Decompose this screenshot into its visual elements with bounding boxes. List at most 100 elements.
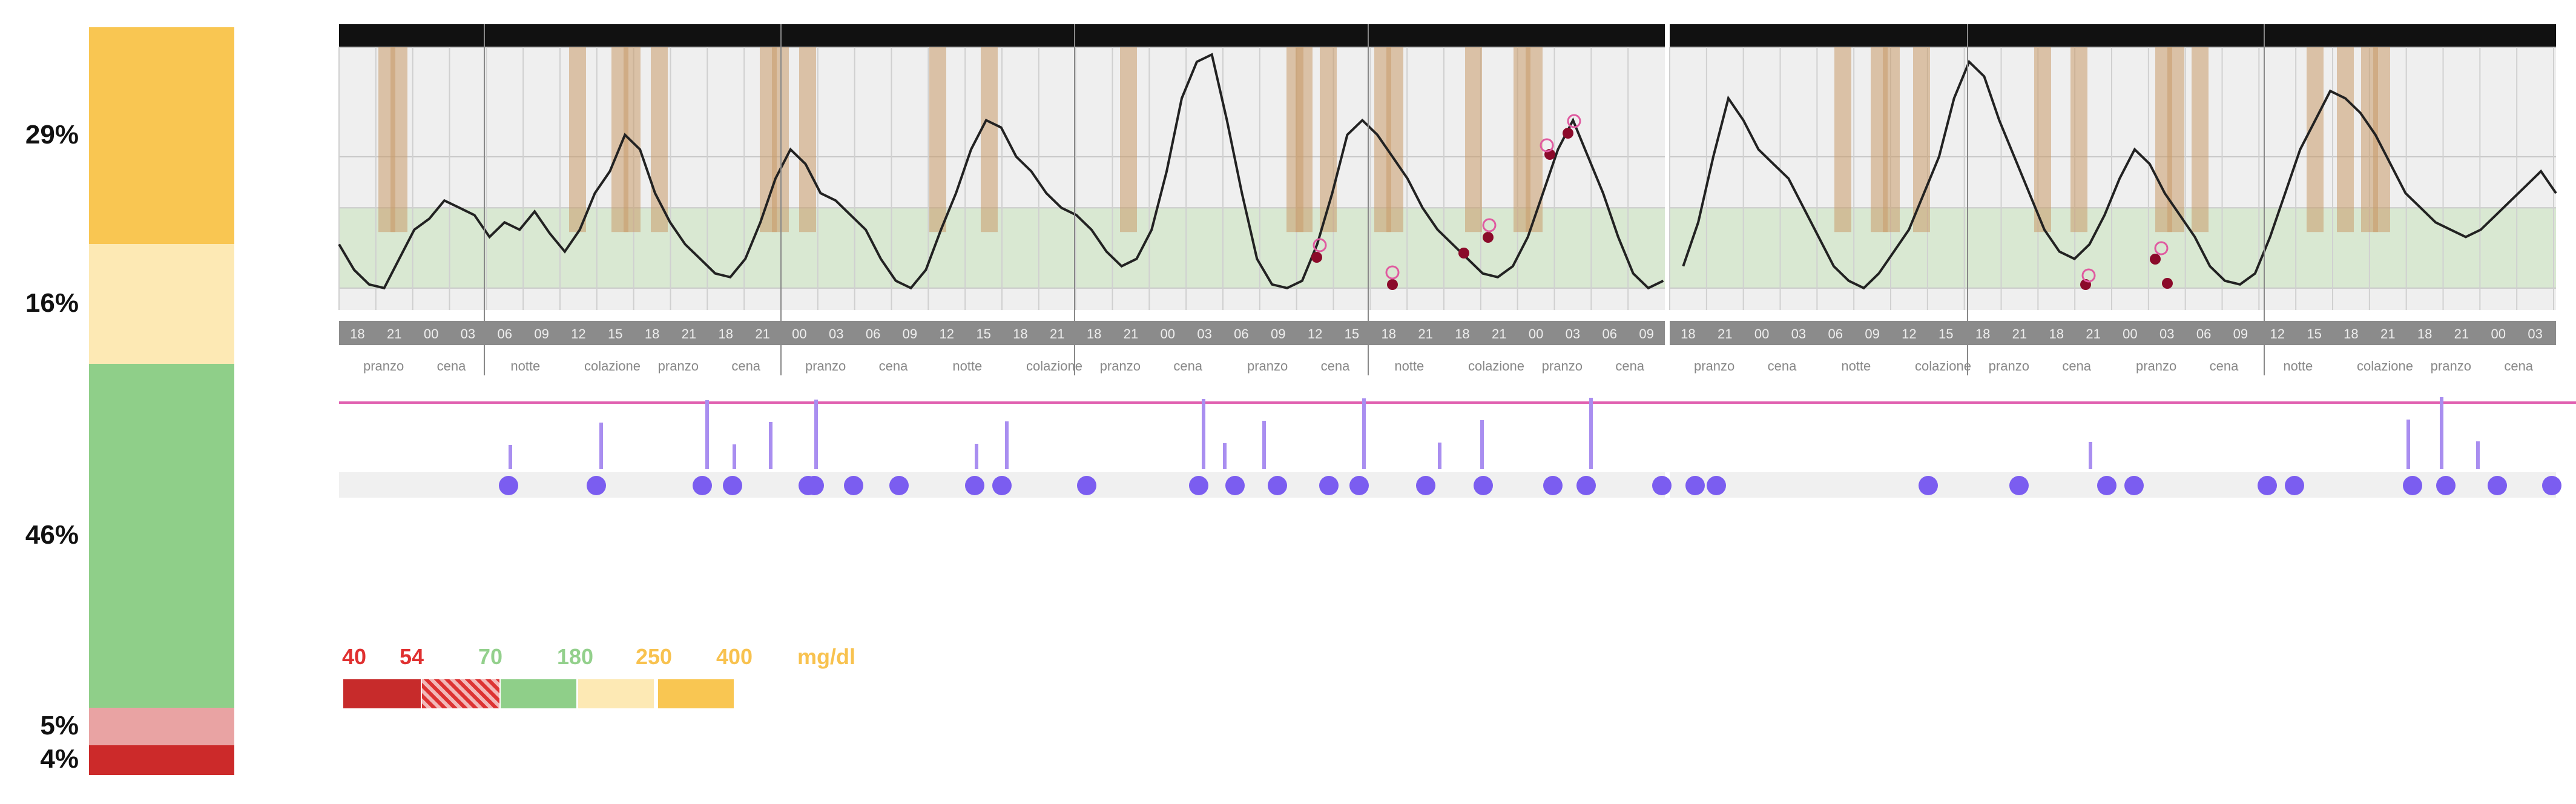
dose-drop-icon — [2488, 476, 2507, 495]
meal-label: colazione — [1026, 358, 1082, 374]
hour-tick-label: 06 — [498, 326, 512, 341]
hour-tick-label: 15 — [1939, 326, 1953, 341]
hour-tick-label: 06 — [1234, 326, 1248, 341]
bolus-bar — [1362, 398, 1366, 469]
meal-marker-column — [929, 47, 946, 232]
hour-tick-label: 09 — [1639, 326, 1653, 341]
glucose-series-line — [1682, 59, 2557, 290]
meal-marker-column — [1883, 47, 1900, 232]
hour-tick-label: 12 — [571, 326, 585, 341]
hour-tick-label: 18 — [1087, 326, 1101, 341]
dose-drop-icon — [2542, 476, 2561, 495]
hour-tick-label: 00 — [1754, 326, 1769, 341]
hour-tick-label: 12 — [1902, 326, 1916, 341]
hour-tick-label: 03 — [2528, 326, 2542, 341]
dose-drop-icon — [805, 476, 824, 495]
tir-percent-very-high: 29% — [25, 120, 79, 150]
dose-drop-icon — [693, 476, 712, 495]
legend-swatch-3 — [578, 679, 654, 708]
meal-label: pranzo — [1989, 358, 2029, 374]
dose-drop-icon — [2124, 476, 2144, 495]
meal-label: colazione — [584, 358, 641, 374]
meal-marker-column — [1834, 47, 1851, 232]
hour-tick-label: 00 — [1529, 326, 1543, 341]
tir-percent-very-low: 4% — [40, 744, 79, 774]
hour-tick-label: 06 — [1828, 326, 1843, 341]
meal-marker-column — [2167, 47, 2184, 232]
hour-tick-label: 03 — [461, 326, 475, 341]
bolus-bar — [2406, 420, 2410, 469]
hour-tick-label: 09 — [903, 326, 917, 341]
event-dot — [2162, 278, 2173, 289]
hour-tick-label: 09 — [534, 326, 548, 341]
meal-marker-column — [1465, 47, 1482, 232]
meal-label: colazione — [1468, 358, 1524, 374]
meal-label: notte — [1841, 358, 1871, 374]
hour-tick-label: 15 — [2307, 326, 2321, 341]
meal-marker-column — [2034, 47, 2051, 232]
dose-drop-icon — [1268, 476, 1287, 495]
meal-marker-column — [569, 47, 586, 232]
meal-marker-column — [1320, 47, 1337, 232]
tir-percent-in-range: 46% — [25, 519, 79, 550]
hour-tick-label: 21 — [387, 326, 401, 341]
hour-tick-label: 21 — [2012, 326, 2027, 341]
meal-label: pranzo — [805, 358, 846, 374]
dose-drop-icon — [2436, 476, 2456, 495]
hour-tick-label: 21 — [2454, 326, 2469, 341]
dose-drop-icon — [1685, 476, 1705, 495]
event-dot — [1458, 248, 1469, 259]
meal-label: colazione — [2357, 358, 2413, 374]
hour-tick-label: 00 — [2123, 326, 2137, 341]
meal-marker-column — [2307, 47, 2324, 232]
hour-tick-label: 00 — [2491, 326, 2506, 341]
hour-tick-label: 18 — [645, 326, 659, 341]
dose-drop-icon — [1576, 476, 1596, 495]
hour-tick-label: 18 — [1382, 326, 1396, 341]
bolus-bar — [2476, 441, 2480, 469]
hour-tick-label: 21 — [1050, 326, 1064, 341]
insulin-panel-1 — [1670, 375, 2556, 472]
bolus-bar — [975, 444, 978, 469]
bolus-bar — [1005, 421, 1009, 469]
meal-label: pranzo — [1542, 358, 1583, 374]
bolus-bar — [769, 422, 772, 469]
meal-label: cena — [2210, 358, 2239, 374]
meal-label: pranzo — [363, 358, 404, 374]
hour-tick-strip-1 — [1670, 321, 2556, 345]
legend-unit: mg/dl — [797, 644, 855, 669]
legend-swatch-1 — [422, 679, 499, 708]
meal-label: cena — [879, 358, 908, 374]
dose-drop-icon — [1349, 476, 1369, 495]
hour-tick-label: 00 — [1161, 326, 1175, 341]
dose-drop-icon — [889, 476, 909, 495]
dose-drop-icon — [587, 476, 606, 495]
meal-label: notte — [510, 358, 540, 374]
dose-drop-icon — [2258, 476, 2277, 495]
hour-tick-label: 03 — [1566, 326, 1580, 341]
dose-drop-icon — [992, 476, 1012, 495]
meal-label: pranzo — [658, 358, 699, 374]
meal-marker-column — [1386, 47, 1403, 232]
event-marker — [1313, 238, 1327, 252]
meal-label: notte — [952, 358, 982, 374]
hour-tick-label: 12 — [940, 326, 954, 341]
event-marker — [2154, 241, 2169, 255]
meal-label: notte — [1394, 358, 1424, 374]
event-dot — [2150, 254, 2161, 265]
hour-tick-strip-0 — [339, 321, 1665, 345]
hour-tick-label: 12 — [2270, 326, 2285, 341]
event-marker — [1540, 138, 1554, 153]
bolus-bar — [599, 423, 603, 469]
legend-value-250: 250 — [636, 644, 673, 669]
dose-drop-icon — [1652, 476, 1672, 495]
tir-segment-very-high — [89, 27, 234, 245]
hour-tick-label: 03 — [1791, 326, 1806, 341]
tir-segment-very-low — [89, 745, 234, 775]
event-marker — [1482, 218, 1497, 232]
hour-tick-label: 21 — [1492, 326, 1506, 341]
dose-drop-icon — [2009, 476, 2029, 495]
hour-tick-label: 06 — [2196, 326, 2211, 341]
meal-label: cena — [2504, 358, 2533, 374]
hour-tick-label: 21 — [1418, 326, 1432, 341]
